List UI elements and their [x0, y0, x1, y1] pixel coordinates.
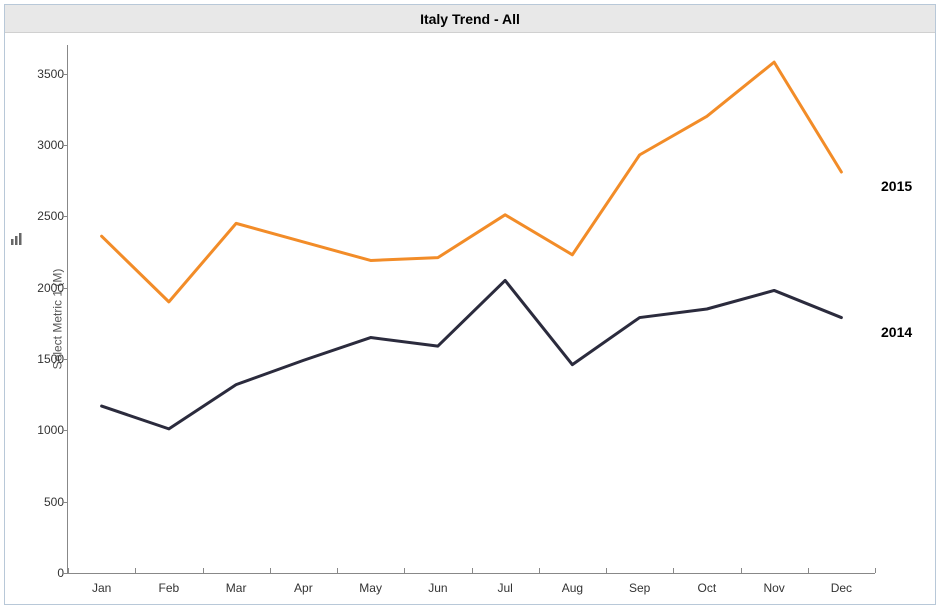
series-line-2015 [102, 62, 842, 302]
y-tick-label: 2000 [26, 281, 64, 295]
x-divider [404, 568, 405, 573]
x-divider [337, 568, 338, 573]
series-label-2015: 2015 [881, 178, 912, 194]
x-tick-label: Jul [497, 581, 512, 595]
x-divider [135, 568, 136, 573]
y-tick-mark [63, 573, 68, 574]
x-divider [203, 568, 204, 573]
plot-wrapper: Select Metric 1 (M) 05001000150020002500… [5, 33, 935, 604]
y-tick-mark [63, 359, 68, 360]
y-tick-mark [63, 145, 68, 146]
y-tick-label: 2500 [26, 209, 64, 223]
x-divider [270, 568, 271, 573]
y-tick-label: 0 [26, 566, 64, 580]
x-tick-label: Jan [92, 581, 111, 595]
x-tick-label: Aug [562, 581, 583, 595]
bar-chart-icon [11, 233, 23, 248]
chart-container: Italy Trend - All Select Metric 1 (M) 05… [4, 4, 936, 605]
y-tick-label: 1500 [26, 352, 64, 366]
x-tick-label: Oct [698, 581, 717, 595]
series-label-2014: 2014 [881, 324, 912, 340]
y-tick-mark [63, 430, 68, 431]
y-tick-label: 500 [26, 495, 64, 509]
x-tick-label: Nov [763, 581, 784, 595]
chart-title: Italy Trend - All [5, 5, 935, 33]
x-divider [68, 568, 69, 573]
x-divider [472, 568, 473, 573]
y-tick-label: 1000 [26, 423, 64, 437]
x-tick-label: Sep [629, 581, 650, 595]
series-line-2014 [102, 280, 842, 428]
x-tick-label: Jun [428, 581, 447, 595]
y-tick-mark [63, 288, 68, 289]
x-divider [741, 568, 742, 573]
x-divider [539, 568, 540, 573]
y-tick-mark [63, 216, 68, 217]
y-tick-label: 3500 [26, 67, 64, 81]
x-divider [875, 568, 876, 573]
x-tick-label: Apr [294, 581, 313, 595]
x-divider [606, 568, 607, 573]
x-tick-label: Dec [831, 581, 852, 595]
y-tick-label: 3000 [26, 138, 64, 152]
x-tick-label: Mar [226, 581, 247, 595]
chart-lines [68, 45, 875, 573]
plot-area: 0500100015002000250030003500JanFebMarApr… [67, 45, 875, 574]
x-tick-label: May [359, 581, 382, 595]
x-divider [673, 568, 674, 573]
x-tick-label: Feb [159, 581, 180, 595]
y-tick-mark [63, 74, 68, 75]
x-divider [808, 568, 809, 573]
y-tick-mark [63, 502, 68, 503]
